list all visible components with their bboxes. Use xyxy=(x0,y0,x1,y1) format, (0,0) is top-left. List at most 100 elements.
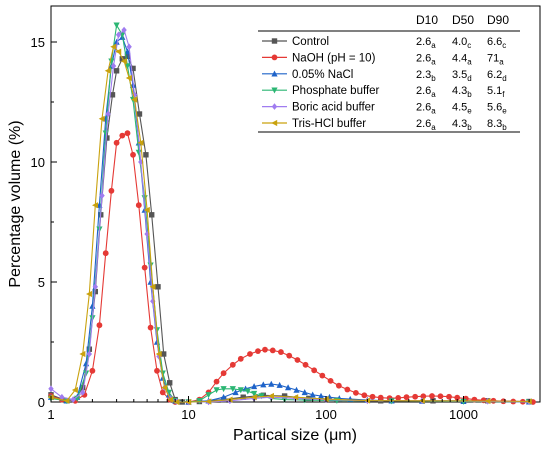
stat-value: 6.2d xyxy=(487,69,507,83)
data-point xyxy=(124,53,131,60)
x-axis-title: Partical size (μm) xyxy=(233,427,357,444)
table-header-d50: D50 xyxy=(452,13,474,27)
stat-value: 6.6c xyxy=(487,36,506,50)
data-point xyxy=(213,378,220,385)
data-point xyxy=(110,62,117,70)
legend-row: 0.05% NaCl 2.3b 3.5d 6.2d xyxy=(262,69,507,83)
data-point xyxy=(196,398,203,405)
data-point xyxy=(317,392,325,399)
data-point xyxy=(99,192,105,199)
legend-row: Boric acid buffer 2.6a 4.5e 5.6e xyxy=(262,102,507,116)
data-point xyxy=(311,367,318,374)
legend-marker xyxy=(271,70,278,77)
series-4 xyxy=(48,26,532,406)
stat-value: 4.3b xyxy=(452,85,472,99)
data-point xyxy=(173,398,180,406)
data-point xyxy=(115,48,122,55)
data-point xyxy=(232,389,239,396)
data-point xyxy=(213,387,220,394)
data-point xyxy=(113,38,120,45)
data-point xyxy=(454,394,461,401)
data-point xyxy=(108,187,115,194)
data-point xyxy=(159,389,166,396)
data-point xyxy=(284,384,292,391)
data-point xyxy=(147,324,154,331)
legend-marker xyxy=(271,119,278,127)
data-point xyxy=(267,392,274,400)
data-point xyxy=(92,202,99,209)
data-point xyxy=(104,135,110,141)
data-point xyxy=(302,361,309,368)
legend-row: Tris-HCl buffer 2.6a 4.3b 8.3b xyxy=(262,118,507,132)
stat-value: 71a xyxy=(487,52,504,66)
data-point xyxy=(124,63,131,70)
data-point xyxy=(102,250,109,257)
data-point xyxy=(138,158,144,166)
data-point xyxy=(278,349,284,355)
data-point xyxy=(247,351,253,357)
stat-value: 5.6e xyxy=(487,102,507,116)
data-point xyxy=(437,393,444,400)
data-point xyxy=(220,393,227,400)
legend-marker xyxy=(271,54,278,61)
data-point xyxy=(155,284,161,290)
data-point xyxy=(167,396,174,403)
data-point xyxy=(120,58,127,65)
data-point xyxy=(251,383,258,390)
data-point xyxy=(79,389,86,396)
stat-value: 2.6a xyxy=(416,102,436,116)
data-point xyxy=(335,382,342,389)
data-point xyxy=(276,381,283,388)
y-tick-label: 10 xyxy=(31,155,45,170)
stat-value: 5.1f xyxy=(487,85,505,99)
data-point xyxy=(135,202,142,209)
data-point xyxy=(309,391,316,398)
data-point xyxy=(420,393,427,400)
data-point xyxy=(63,397,70,404)
data-point xyxy=(71,386,78,394)
data-point xyxy=(293,386,300,393)
stat-value: 4.0c xyxy=(452,36,471,50)
data-point xyxy=(59,393,65,401)
data-point xyxy=(480,397,487,404)
legend-marker xyxy=(271,38,278,44)
data-point xyxy=(369,393,376,400)
data-point xyxy=(319,372,326,379)
legend-row: NaOH (pH = 10) 2.6a 4.4a 71a xyxy=(262,52,504,66)
legend-label: Control xyxy=(292,36,329,48)
data-point xyxy=(403,394,410,401)
data-point xyxy=(484,397,491,405)
data-point xyxy=(251,390,258,397)
data-point xyxy=(135,149,142,156)
data-point xyxy=(113,22,120,29)
y-tick-label: 0 xyxy=(38,395,45,410)
data-point xyxy=(244,388,251,395)
data-point xyxy=(229,361,236,368)
data-point xyxy=(327,377,334,384)
series-line xyxy=(50,45,530,403)
data-point xyxy=(395,395,402,401)
data-point xyxy=(301,389,308,396)
data-point xyxy=(220,370,227,377)
y-tick-label: 5 xyxy=(38,275,45,290)
data-point xyxy=(96,322,103,329)
data-point xyxy=(260,381,267,388)
data-point xyxy=(446,393,452,400)
table-header-d90: D90 xyxy=(487,13,509,27)
data-point xyxy=(255,348,261,355)
data-point xyxy=(377,394,384,401)
data-point xyxy=(109,92,116,98)
data-point xyxy=(205,398,212,405)
data-point xyxy=(268,380,275,387)
x-tick-label: 100 xyxy=(315,407,337,422)
series-line xyxy=(50,23,530,403)
legend-row: Control 2.6a 4.0c 6.6c xyxy=(262,36,506,50)
data-point xyxy=(124,130,131,137)
stat-value: 4.4a xyxy=(452,52,472,66)
data-point xyxy=(344,386,351,393)
data-point xyxy=(292,394,299,401)
data-point xyxy=(108,58,115,65)
data-point xyxy=(141,264,148,271)
data-point xyxy=(154,367,160,374)
data-point xyxy=(137,139,144,146)
